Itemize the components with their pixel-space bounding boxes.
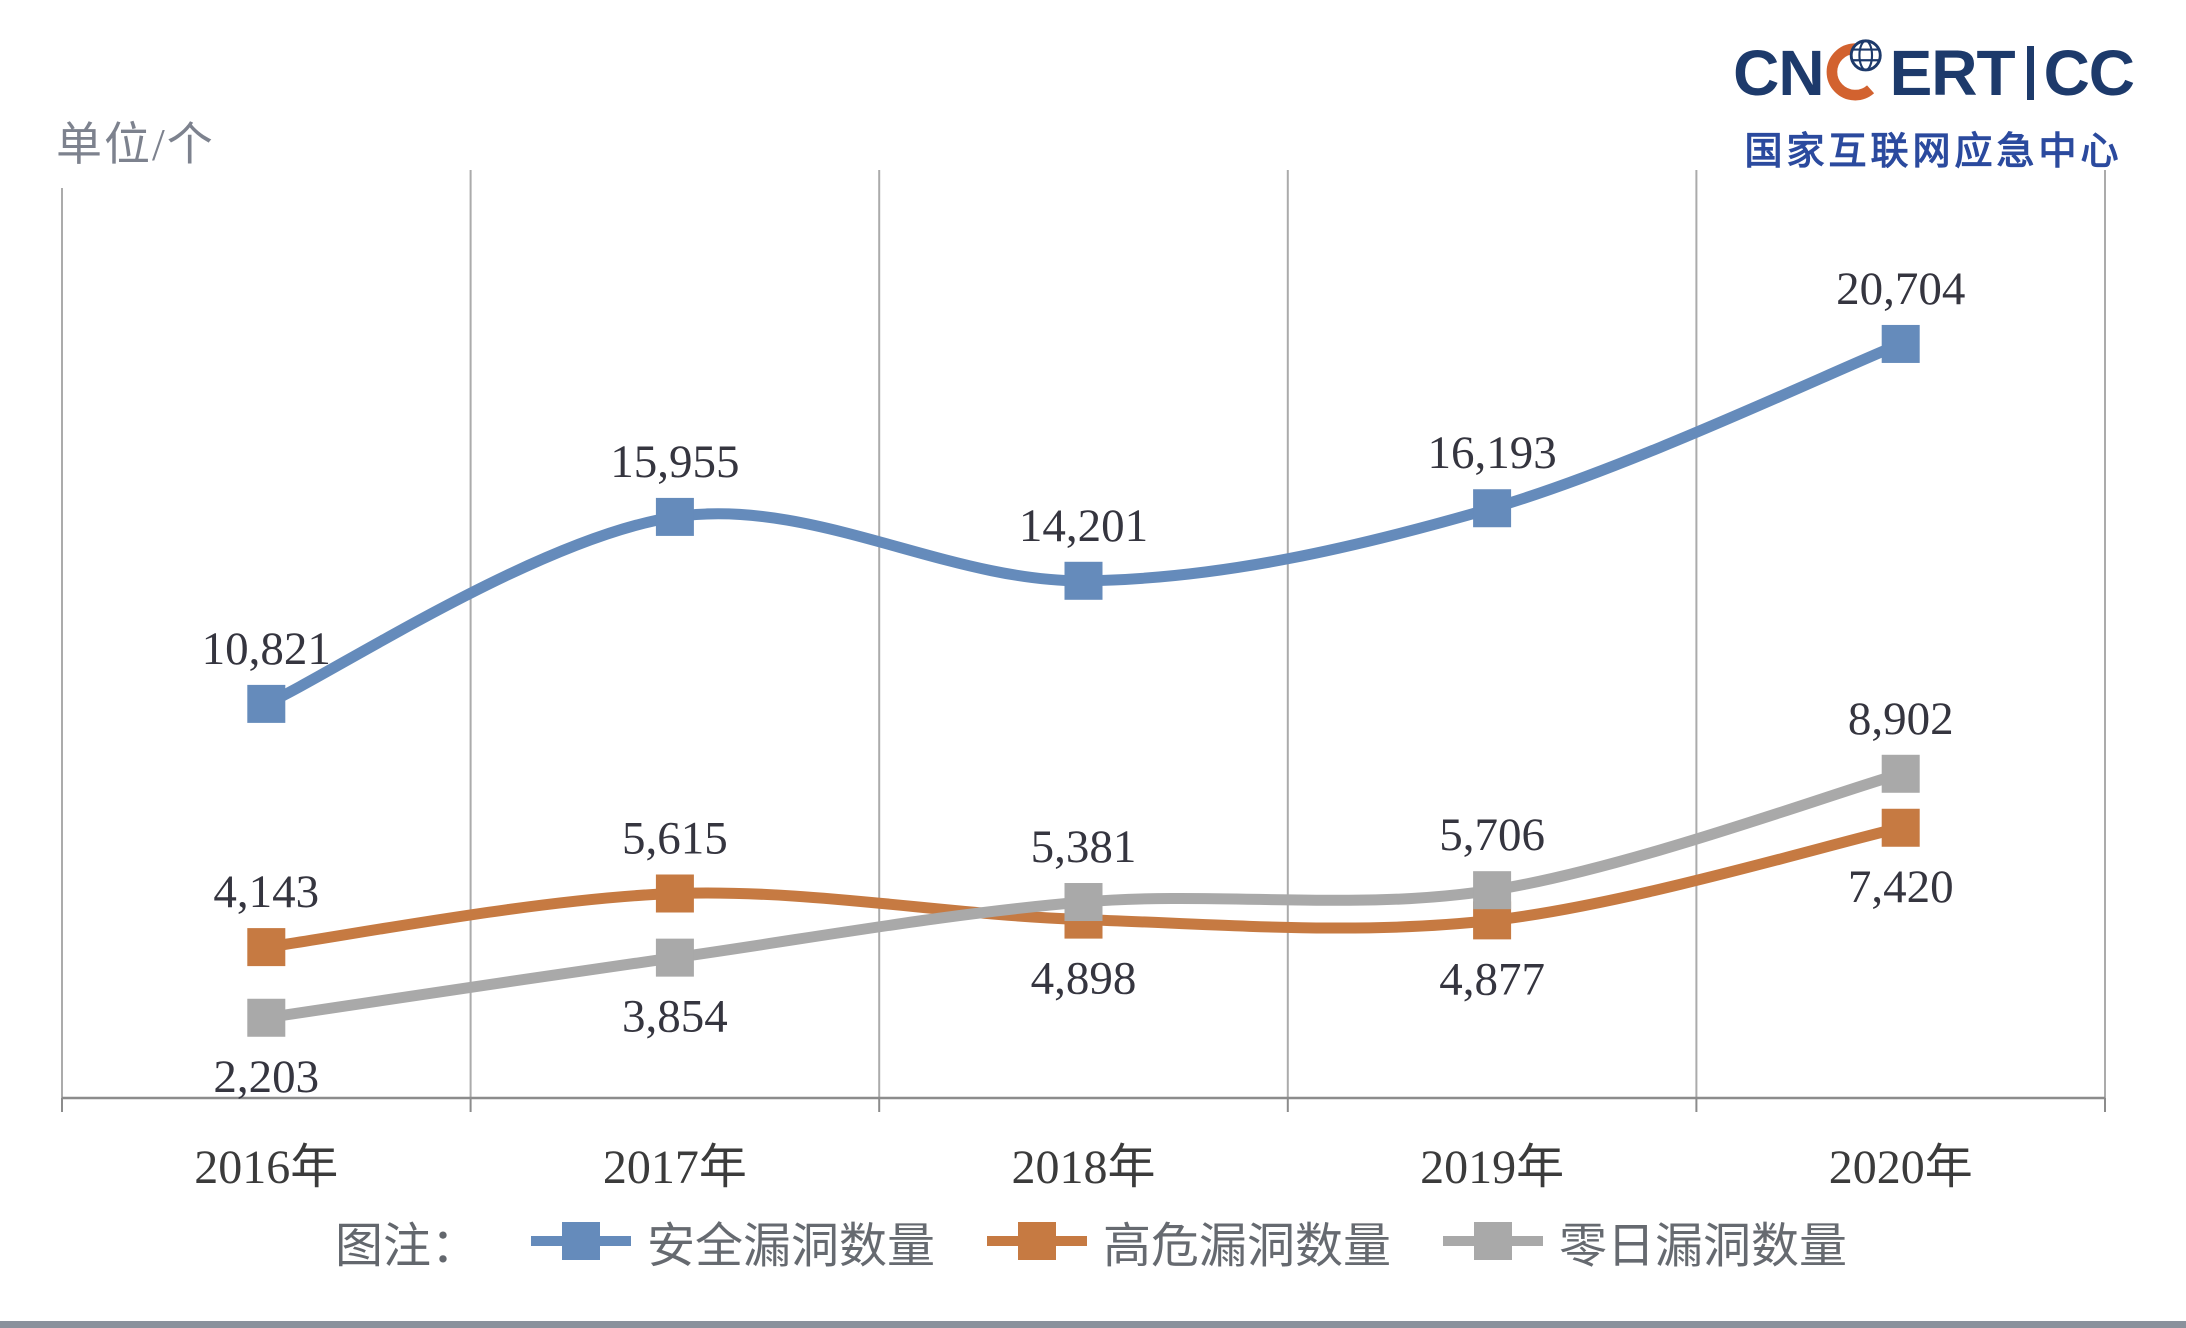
bottom-divider-bar (0, 1321, 2186, 1328)
legend-item: 零日漏洞数量 (1443, 1206, 1847, 1276)
data-marker (247, 928, 286, 967)
cncert-logo-wordmark: CN ERT CC (1733, 34, 2135, 112)
data-label: 4,143 (213, 866, 319, 918)
logo-subtitle: 国家互联网应急中心 (1744, 131, 2123, 173)
x-axis-label: 2018年 (1011, 1141, 1155, 1194)
data-marker (247, 684, 286, 723)
legend-item: 安全漏洞数量 (531, 1206, 935, 1276)
x-axis-label: 2020年 (1829, 1141, 1973, 1194)
data-label: 2,203 (213, 1051, 319, 1103)
legend-item-label: 高危漏洞数量 (1103, 1220, 1392, 1273)
legend-prefix-label: 图注： (335, 1220, 480, 1273)
data-marker (1064, 883, 1103, 922)
legend-marker-icon (1443, 1222, 1544, 1260)
data-label: 10,821 (202, 623, 331, 675)
legend-item-label: 安全漏洞数量 (647, 1220, 936, 1273)
data-marker (1473, 489, 1512, 528)
legend: 图注： 安全漏洞数量 高危漏洞数量 零日漏洞数量 (335, 1206, 1847, 1276)
data-label: 8,902 (1848, 693, 1954, 745)
cncert-logo: CN ERT CC 国家互联网应急中心 (1733, 34, 2135, 175)
logo-text-ert: ERT (1889, 37, 2016, 109)
data-label: 4,898 (1031, 953, 1137, 1005)
legend-marker-icon (987, 1222, 1088, 1260)
data-label: 4,877 (1439, 953, 1545, 1005)
legend-item: 高危漏洞数量 (987, 1206, 1391, 1276)
x-axis-label: 2016年 (194, 1141, 338, 1194)
data-marker (655, 497, 694, 536)
logo-text-cn: CN (1733, 37, 1824, 109)
data-label: 5,381 (1031, 821, 1137, 873)
globe-crescent-icon (1826, 34, 1888, 112)
data-label: 16,193 (1427, 427, 1556, 479)
data-marker (1881, 324, 1920, 363)
x-axis-label: 2019年 (1420, 1141, 1564, 1194)
data-label: 3,854 (622, 991, 728, 1043)
data-label: 15,955 (610, 436, 739, 488)
legend-item-label: 零日漏洞数量 (1559, 1220, 1848, 1273)
data-label: 14,201 (1019, 500, 1148, 552)
data-marker (655, 938, 694, 977)
data-label: 5,615 (622, 812, 728, 864)
y-axis-unit-label: 单位/个 (56, 119, 215, 170)
data-marker (1881, 808, 1920, 847)
data-marker (1881, 754, 1920, 793)
logo-text-cc: CC (2043, 37, 2135, 109)
data-label: 20,704 (1836, 263, 1965, 315)
data-marker (1064, 561, 1103, 600)
legend-marker-icon (531, 1222, 632, 1260)
x-axis-label: 2017年 (603, 1141, 747, 1194)
data-marker (247, 998, 286, 1037)
logo-divider-bar (2026, 46, 2034, 100)
data-marker (655, 874, 694, 913)
data-label: 5,706 (1439, 809, 1545, 861)
data-label: 7,420 (1848, 861, 1954, 913)
data-marker (1473, 871, 1512, 910)
